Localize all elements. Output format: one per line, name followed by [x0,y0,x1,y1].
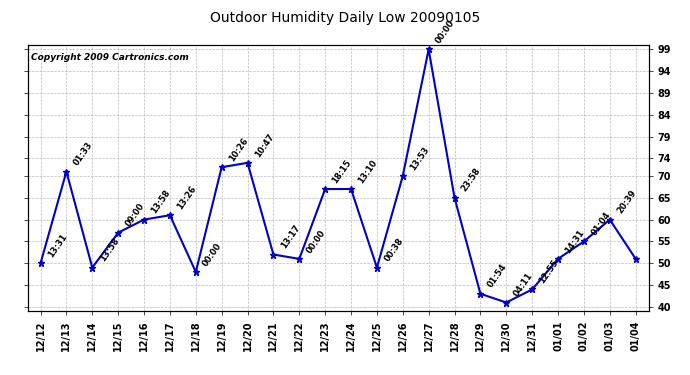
Text: 20:39: 20:39 [615,189,638,215]
Text: 00:00: 00:00 [305,228,327,255]
Text: 14:31: 14:31 [564,228,586,255]
Text: 10:47: 10:47 [253,132,276,159]
Text: 18:15: 18:15 [331,158,353,185]
Text: 13:53: 13:53 [408,145,431,172]
Text: 13:17: 13:17 [279,224,302,251]
Text: 01:54: 01:54 [486,262,509,290]
Text: Copyright 2009 Cartronics.com: Copyright 2009 Cartronics.com [31,53,188,62]
Text: 10:26: 10:26 [227,136,250,163]
Text: 23:58: 23:58 [460,166,483,194]
Text: 13:31: 13:31 [46,232,69,259]
Text: 00:38: 00:38 [382,237,405,263]
Text: Outdoor Humidity Daily Low 20090105: Outdoor Humidity Daily Low 20090105 [210,11,480,25]
Text: 09:00: 09:00 [124,202,146,228]
Text: 01:04: 01:04 [589,210,612,237]
Text: 01:33: 01:33 [72,141,95,167]
Text: 13:10: 13:10 [357,158,380,185]
Text: 12:55: 12:55 [538,258,560,285]
Text: 13:26: 13:26 [175,184,198,211]
Text: 04:11: 04:11 [512,271,535,298]
Text: 00:00: 00:00 [434,18,457,45]
Text: 13:58: 13:58 [98,237,121,263]
Text: 00:00: 00:00 [201,241,224,268]
Text: 13:58: 13:58 [150,189,172,215]
